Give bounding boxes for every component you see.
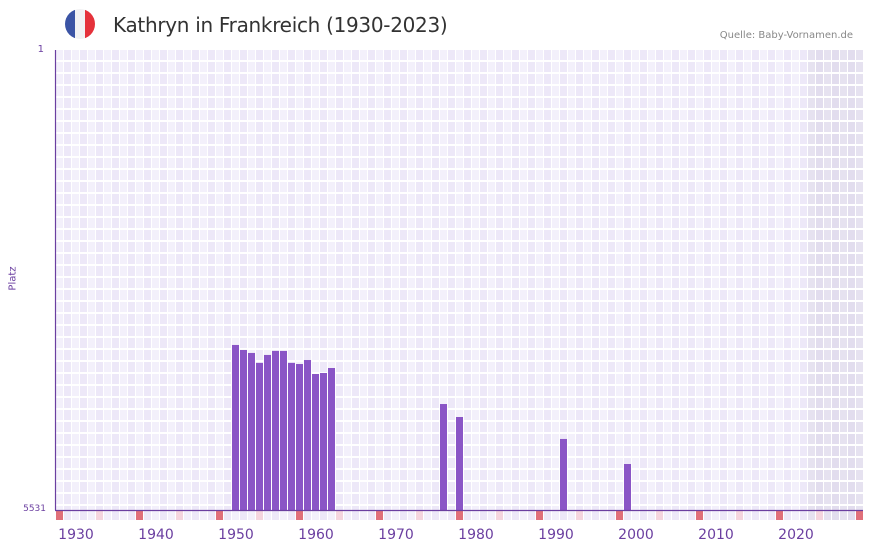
y-tick-top: 1 <box>37 44 44 55</box>
bar-1976[interactable] <box>440 404 447 510</box>
bar-1991[interactable] <box>560 438 567 510</box>
x-tick-2010: 2010 <box>698 527 734 543</box>
x-tick-1980: 1980 <box>458 527 494 543</box>
x-tick-1970: 1970 <box>378 527 414 543</box>
source-credit: Quelle: Baby-Vornamen.de <box>719 30 853 41</box>
bar-1952[interactable] <box>248 352 255 510</box>
x-tick-2020: 2020 <box>778 527 814 543</box>
bar-1957[interactable] <box>288 362 295 510</box>
bar-1960[interactable] <box>312 373 319 510</box>
x-tick-1940: 1940 <box>138 527 174 543</box>
bar-1953[interactable] <box>256 362 263 510</box>
bar-1958[interactable] <box>296 364 303 510</box>
france-flag-icon <box>65 9 95 39</box>
bar-1955[interactable] <box>272 350 279 510</box>
x-tick-2000: 2000 <box>618 527 654 543</box>
y-axis-title: Platz <box>7 266 19 291</box>
bar-series <box>232 344 631 510</box>
x-tick-1960: 1960 <box>298 527 334 543</box>
y-tick-bottom: 5531 <box>23 504 46 514</box>
chart-title: Kathryn in Frankreich (1930-2023) <box>113 13 448 37</box>
x-tick-1950: 1950 <box>218 527 254 543</box>
bar-1999[interactable] <box>624 464 631 510</box>
bar-1951[interactable] <box>240 349 247 510</box>
x-tick-1930: 1930 <box>58 527 94 543</box>
bar-1956[interactable] <box>280 350 287 510</box>
bar-1950[interactable] <box>232 344 239 510</box>
bar-1959[interactable] <box>304 360 311 510</box>
bar-1962[interactable] <box>328 368 335 510</box>
x-tick-1990: 1990 <box>538 527 574 543</box>
bar-1978[interactable] <box>456 417 463 510</box>
bar-1961[interactable] <box>320 372 327 510</box>
year-markers <box>56 511 863 520</box>
bar-1954[interactable] <box>264 354 271 510</box>
